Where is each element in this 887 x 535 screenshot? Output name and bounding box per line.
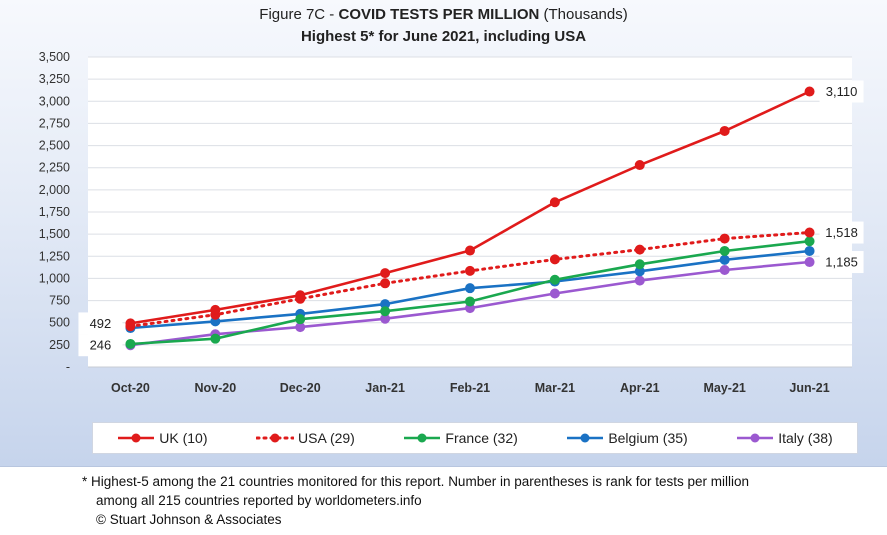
y-tick-label: 500 bbox=[49, 316, 70, 330]
data-point-belgium bbox=[465, 283, 475, 294]
x-tick-label: Nov-20 bbox=[194, 381, 236, 395]
data-point-france bbox=[125, 338, 136, 349]
data-label-box bbox=[819, 251, 864, 274]
title-suffix: (Thousands) bbox=[539, 6, 628, 23]
data-label-box bbox=[819, 221, 864, 244]
chart-title: Figure 7C - COVID TESTS PER MILLION (Tho… bbox=[0, 6, 887, 23]
x-tick-label: Jan-21 bbox=[365, 381, 405, 395]
title-main: COVID TESTS PER MILLION bbox=[338, 6, 540, 23]
data-point-italy bbox=[549, 288, 560, 299]
legend-swatch bbox=[118, 433, 155, 443]
x-tick-label: Feb-21 bbox=[450, 381, 490, 395]
data-point-usa bbox=[719, 233, 730, 244]
legend-swatch bbox=[256, 433, 295, 443]
y-tick-label: 1,250 bbox=[39, 249, 70, 263]
x-tick-label: Jun-21 bbox=[789, 381, 829, 395]
y-tick-label: 2,750 bbox=[39, 116, 70, 130]
footnote-line1: * Highest-5 among the 21 countries monit… bbox=[82, 474, 750, 489]
data-point-belgium bbox=[719, 254, 730, 265]
legend-swatch bbox=[567, 433, 604, 443]
footnote-line2: among all 215 countries reported by worl… bbox=[96, 493, 422, 508]
data-point-uk bbox=[125, 318, 136, 329]
x-tick-label: Oct-20 bbox=[111, 381, 150, 395]
legend-swatch bbox=[404, 433, 441, 443]
data-point-italy bbox=[634, 275, 645, 286]
x-tick-label: Mar-21 bbox=[535, 381, 575, 395]
data-point-france bbox=[634, 259, 645, 270]
legend-swatch bbox=[737, 433, 774, 443]
legend-label: Italy (38) bbox=[778, 430, 833, 446]
legend-item: UK (10) bbox=[117, 430, 208, 446]
data-point-france bbox=[549, 274, 560, 285]
data-point-uk bbox=[295, 290, 306, 301]
data-point-france bbox=[210, 333, 221, 344]
data-label-box bbox=[78, 334, 123, 357]
y-tick-label: 2,500 bbox=[39, 139, 70, 153]
y-tick-label: 1,750 bbox=[39, 205, 70, 219]
x-tick-label: Apr-21 bbox=[620, 381, 660, 395]
y-tick-label: 3,250 bbox=[39, 72, 70, 86]
data-label-box bbox=[819, 80, 864, 103]
y-tick-label: 3,000 bbox=[39, 94, 70, 108]
data-point-france bbox=[804, 236, 815, 247]
x-tick-label: Dec-20 bbox=[280, 381, 321, 395]
data-label: 1,185 bbox=[825, 255, 858, 270]
copyright: © Stuart Johnson & Associates bbox=[96, 512, 282, 527]
data-label: 492 bbox=[90, 316, 112, 331]
line-chart: - 250 500 750 1,000 1,250 1,500 1,750 2,000 2,250… bbox=[38, 50, 864, 395]
data-point-france bbox=[465, 296, 475, 307]
data-point-uk bbox=[634, 160, 645, 171]
data-point-italy bbox=[804, 257, 815, 268]
y-tick-label: - bbox=[66, 360, 70, 374]
y-tick-label: 750 bbox=[49, 294, 70, 308]
data-point-france bbox=[719, 245, 730, 256]
data-point-usa bbox=[549, 254, 560, 265]
y-tick-label: 1,000 bbox=[39, 271, 70, 285]
chart-subtitle: Highest 5* for June 2021, including USA bbox=[300, 28, 587, 45]
data-point-belgium bbox=[804, 245, 815, 256]
y-tick-label: 2,250 bbox=[39, 161, 70, 175]
data-point-usa bbox=[380, 278, 391, 289]
y-tick-label: 3,500 bbox=[39, 50, 70, 64]
y-tick-label: 2,000 bbox=[39, 183, 70, 197]
data-point-uk bbox=[380, 268, 391, 279]
data-point-uk bbox=[465, 245, 475, 256]
legend-item: Italy (38) bbox=[736, 430, 833, 446]
legend-item: France (32) bbox=[403, 430, 518, 446]
data-label-box bbox=[78, 312, 123, 335]
data-label: 246 bbox=[90, 338, 112, 353]
data-point-france bbox=[295, 314, 306, 325]
legend-item: Belgium (35) bbox=[566, 430, 688, 446]
data-point-uk bbox=[549, 197, 560, 208]
data-point-france bbox=[380, 306, 391, 317]
footnote: * Highest-5 among the 21 countries monit… bbox=[82, 472, 749, 529]
legend: UK (10) USA (29) France (32) Belgium (35) It… bbox=[92, 422, 858, 454]
legend-label: USA (29) bbox=[298, 430, 355, 446]
data-point-uk bbox=[719, 125, 730, 136]
data-point-usa bbox=[804, 227, 815, 238]
y-tick-label: 250 bbox=[49, 338, 70, 352]
data-label: 1,518 bbox=[825, 225, 858, 240]
x-tick-label: May-21 bbox=[703, 381, 745, 395]
legend-label: Belgium (35) bbox=[608, 430, 688, 446]
data-point-uk bbox=[804, 86, 815, 97]
data-point-usa bbox=[465, 265, 475, 276]
data-point-uk bbox=[210, 304, 221, 315]
legend-label: France (32) bbox=[445, 430, 518, 446]
legend-label: UK (10) bbox=[159, 430, 208, 446]
title-prefix: Figure 7C - bbox=[259, 6, 339, 23]
data-point-italy bbox=[719, 265, 730, 276]
data-label: 3,110 bbox=[826, 84, 858, 99]
data-point-usa bbox=[634, 244, 645, 255]
y-tick-label: 1,500 bbox=[39, 227, 70, 241]
legend-item: USA (29) bbox=[256, 430, 355, 446]
